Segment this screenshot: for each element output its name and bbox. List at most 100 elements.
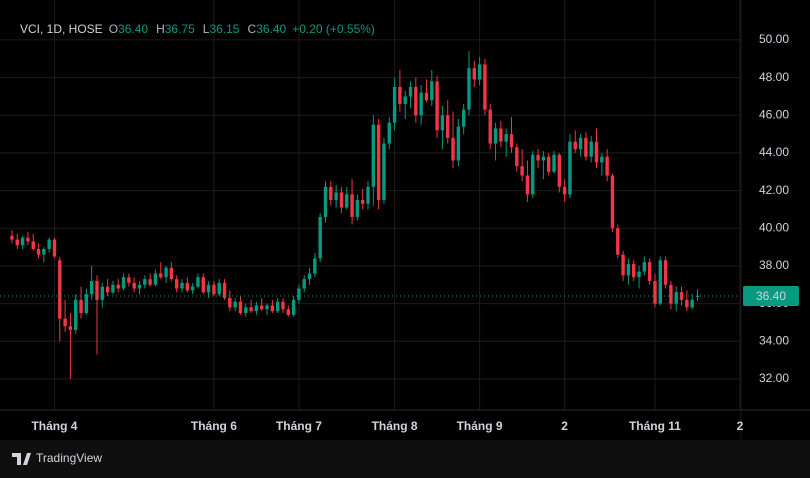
candle-body <box>254 305 259 312</box>
last-price-label: 36.40 <box>756 289 786 303</box>
chart-panel <box>0 0 810 440</box>
candle-body <box>164 267 168 278</box>
candle-body <box>600 156 604 163</box>
candle-body <box>244 307 248 314</box>
x-tick-label: Tháng 9 <box>457 419 503 433</box>
candle-body <box>541 156 546 161</box>
candle-body <box>376 124 381 201</box>
candle-body <box>610 175 615 229</box>
candle-body <box>605 156 609 176</box>
legend-value: 36.40 <box>118 22 148 36</box>
last-price-box <box>743 286 799 307</box>
candle-body <box>20 237 25 246</box>
candle-body <box>281 301 285 310</box>
candle-body <box>509 134 514 148</box>
candle-body <box>430 81 434 101</box>
candle-body <box>382 143 386 201</box>
candle-body <box>26 237 30 242</box>
candle-body <box>451 137 455 161</box>
candle-body <box>329 186 333 201</box>
candle-body <box>387 122 391 144</box>
candle-body <box>483 64 487 110</box>
candle-body <box>424 92 429 101</box>
candle-body <box>493 128 498 144</box>
candle-body <box>477 64 482 80</box>
candle-body <box>116 284 120 289</box>
candle-body <box>557 154 562 187</box>
candle-body <box>525 175 530 195</box>
candle-body <box>79 299 83 314</box>
candle-body <box>318 216 322 259</box>
candle-body <box>446 115 450 138</box>
legend-key: C <box>247 22 256 36</box>
candle-body <box>408 87 413 97</box>
candle-body <box>647 262 652 281</box>
candle-body <box>669 284 673 304</box>
candle-body <box>275 301 280 312</box>
candle-body <box>270 305 275 312</box>
candle-body <box>594 141 599 163</box>
candle-body <box>217 282 221 295</box>
candle-body <box>392 87 397 123</box>
candle-body <box>74 299 78 330</box>
y-tick-label: 32.00 <box>759 371 789 385</box>
y-tick-label: 48.00 <box>759 70 789 84</box>
candle-body <box>302 279 306 289</box>
candle-body <box>695 296 700 298</box>
x-tick-label: Tháng 11 <box>629 419 681 433</box>
candle-body <box>552 154 556 172</box>
candle-body <box>334 192 338 201</box>
x-tick-label: Tháng 7 <box>276 419 322 433</box>
candle-body <box>371 124 376 187</box>
candle-body <box>589 141 593 157</box>
candle-body <box>562 186 567 195</box>
candle-body <box>339 192 344 208</box>
candle-body <box>663 260 668 285</box>
symbol: VCI, 1D, HOSE <box>20 22 103 36</box>
x-tick-label: 2 <box>561 419 568 433</box>
candle-body <box>52 239 57 257</box>
change: +0.20 (+0.55%) <box>292 22 375 36</box>
x-tick-label: Tháng 4 <box>31 419 77 433</box>
candle-body <box>206 284 211 293</box>
candle-body <box>546 156 551 172</box>
candle-body <box>174 279 179 289</box>
legend-key: L <box>203 22 210 36</box>
candle-body <box>578 137 583 150</box>
candle-body <box>461 109 466 127</box>
candle-body <box>679 292 684 300</box>
candle-body <box>84 294 89 314</box>
candle-body <box>626 264 631 276</box>
candle-body <box>148 279 152 285</box>
candle-body <box>159 273 163 278</box>
legend-value: 36.75 <box>165 22 195 36</box>
candle-body <box>360 200 365 204</box>
candle-body <box>584 137 588 157</box>
candle-body <box>488 109 492 144</box>
candle-body <box>323 186 328 217</box>
candle-body <box>307 273 312 280</box>
brand-name: TradingView <box>36 451 102 465</box>
legend-value: 36.15 <box>209 22 239 36</box>
candle-body <box>105 286 110 293</box>
candle-body <box>573 141 577 150</box>
candle-body <box>291 299 296 315</box>
candle-body <box>212 284 216 295</box>
candle-body <box>419 92 423 116</box>
candle-body <box>440 115 445 131</box>
candle-body <box>201 277 205 293</box>
candle-body <box>36 248 41 255</box>
candle-body <box>632 264 636 278</box>
candle-body <box>89 280 94 295</box>
candle-body <box>456 126 461 161</box>
candle-body <box>68 326 73 330</box>
candle-body <box>685 299 689 308</box>
candle-body <box>153 273 158 285</box>
candle-body <box>63 318 67 327</box>
candle-body <box>297 288 301 300</box>
candle-body <box>185 282 190 291</box>
candle-body <box>520 166 524 176</box>
candle-body <box>355 200 360 217</box>
candle-body <box>121 277 126 289</box>
candle-body <box>15 239 19 246</box>
